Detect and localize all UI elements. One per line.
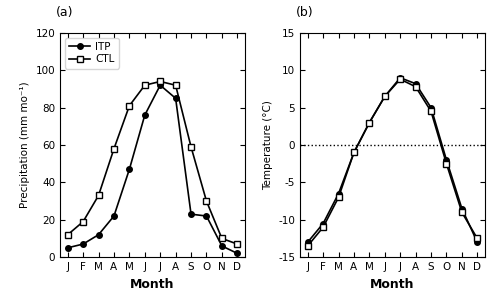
ITP <box>111 214 117 218</box>
ITP <box>336 192 342 196</box>
Y-axis label: Temperature (°C): Temperature (°C) <box>262 100 272 190</box>
Line: ITP: ITP <box>305 75 480 245</box>
ITP <box>428 106 434 109</box>
CTL <box>336 196 342 199</box>
ITP <box>351 151 357 154</box>
ITP <box>64 246 70 250</box>
CTL <box>188 145 194 149</box>
CTL <box>157 80 163 83</box>
ITP <box>96 233 102 237</box>
ITP <box>234 252 240 255</box>
CTL <box>366 121 372 124</box>
Line: CTL: CTL <box>65 79 240 247</box>
CTL <box>126 104 132 108</box>
CTL <box>172 83 178 87</box>
ITP <box>459 207 465 210</box>
Line: CTL: CTL <box>305 77 480 249</box>
ITP <box>474 240 480 244</box>
ITP <box>304 240 310 244</box>
ITP <box>382 94 388 98</box>
ITP <box>412 82 418 86</box>
X-axis label: Month: Month <box>130 277 175 291</box>
ITP <box>397 76 403 80</box>
CTL <box>80 220 86 223</box>
CTL <box>444 162 450 166</box>
Y-axis label: Precipitation (mm mo⁻¹): Precipitation (mm mo⁻¹) <box>20 82 30 208</box>
Text: (b): (b) <box>296 7 314 19</box>
ITP <box>320 222 326 225</box>
CTL <box>64 233 70 237</box>
CTL <box>234 242 240 246</box>
CTL <box>474 237 480 240</box>
Line: ITP: ITP <box>65 83 240 256</box>
ITP <box>142 113 148 117</box>
Text: (a): (a) <box>56 7 74 19</box>
CTL <box>219 237 225 240</box>
ITP <box>172 97 178 100</box>
CTL <box>397 77 403 81</box>
CTL <box>459 210 465 214</box>
CTL <box>382 94 388 98</box>
ITP <box>444 158 450 162</box>
CTL <box>96 194 102 197</box>
CTL <box>428 110 434 113</box>
Legend: ITP, CTL: ITP, CTL <box>65 38 119 68</box>
CTL <box>320 225 326 229</box>
CTL <box>412 85 418 89</box>
ITP <box>188 212 194 216</box>
CTL <box>204 199 210 203</box>
ITP <box>80 242 86 246</box>
ITP <box>126 167 132 171</box>
ITP <box>219 244 225 248</box>
ITP <box>157 83 163 87</box>
CTL <box>351 151 357 154</box>
ITP <box>204 214 210 218</box>
CTL <box>111 147 117 151</box>
X-axis label: Month: Month <box>370 277 415 291</box>
CTL <box>142 83 148 87</box>
ITP <box>366 121 372 124</box>
CTL <box>304 244 310 248</box>
